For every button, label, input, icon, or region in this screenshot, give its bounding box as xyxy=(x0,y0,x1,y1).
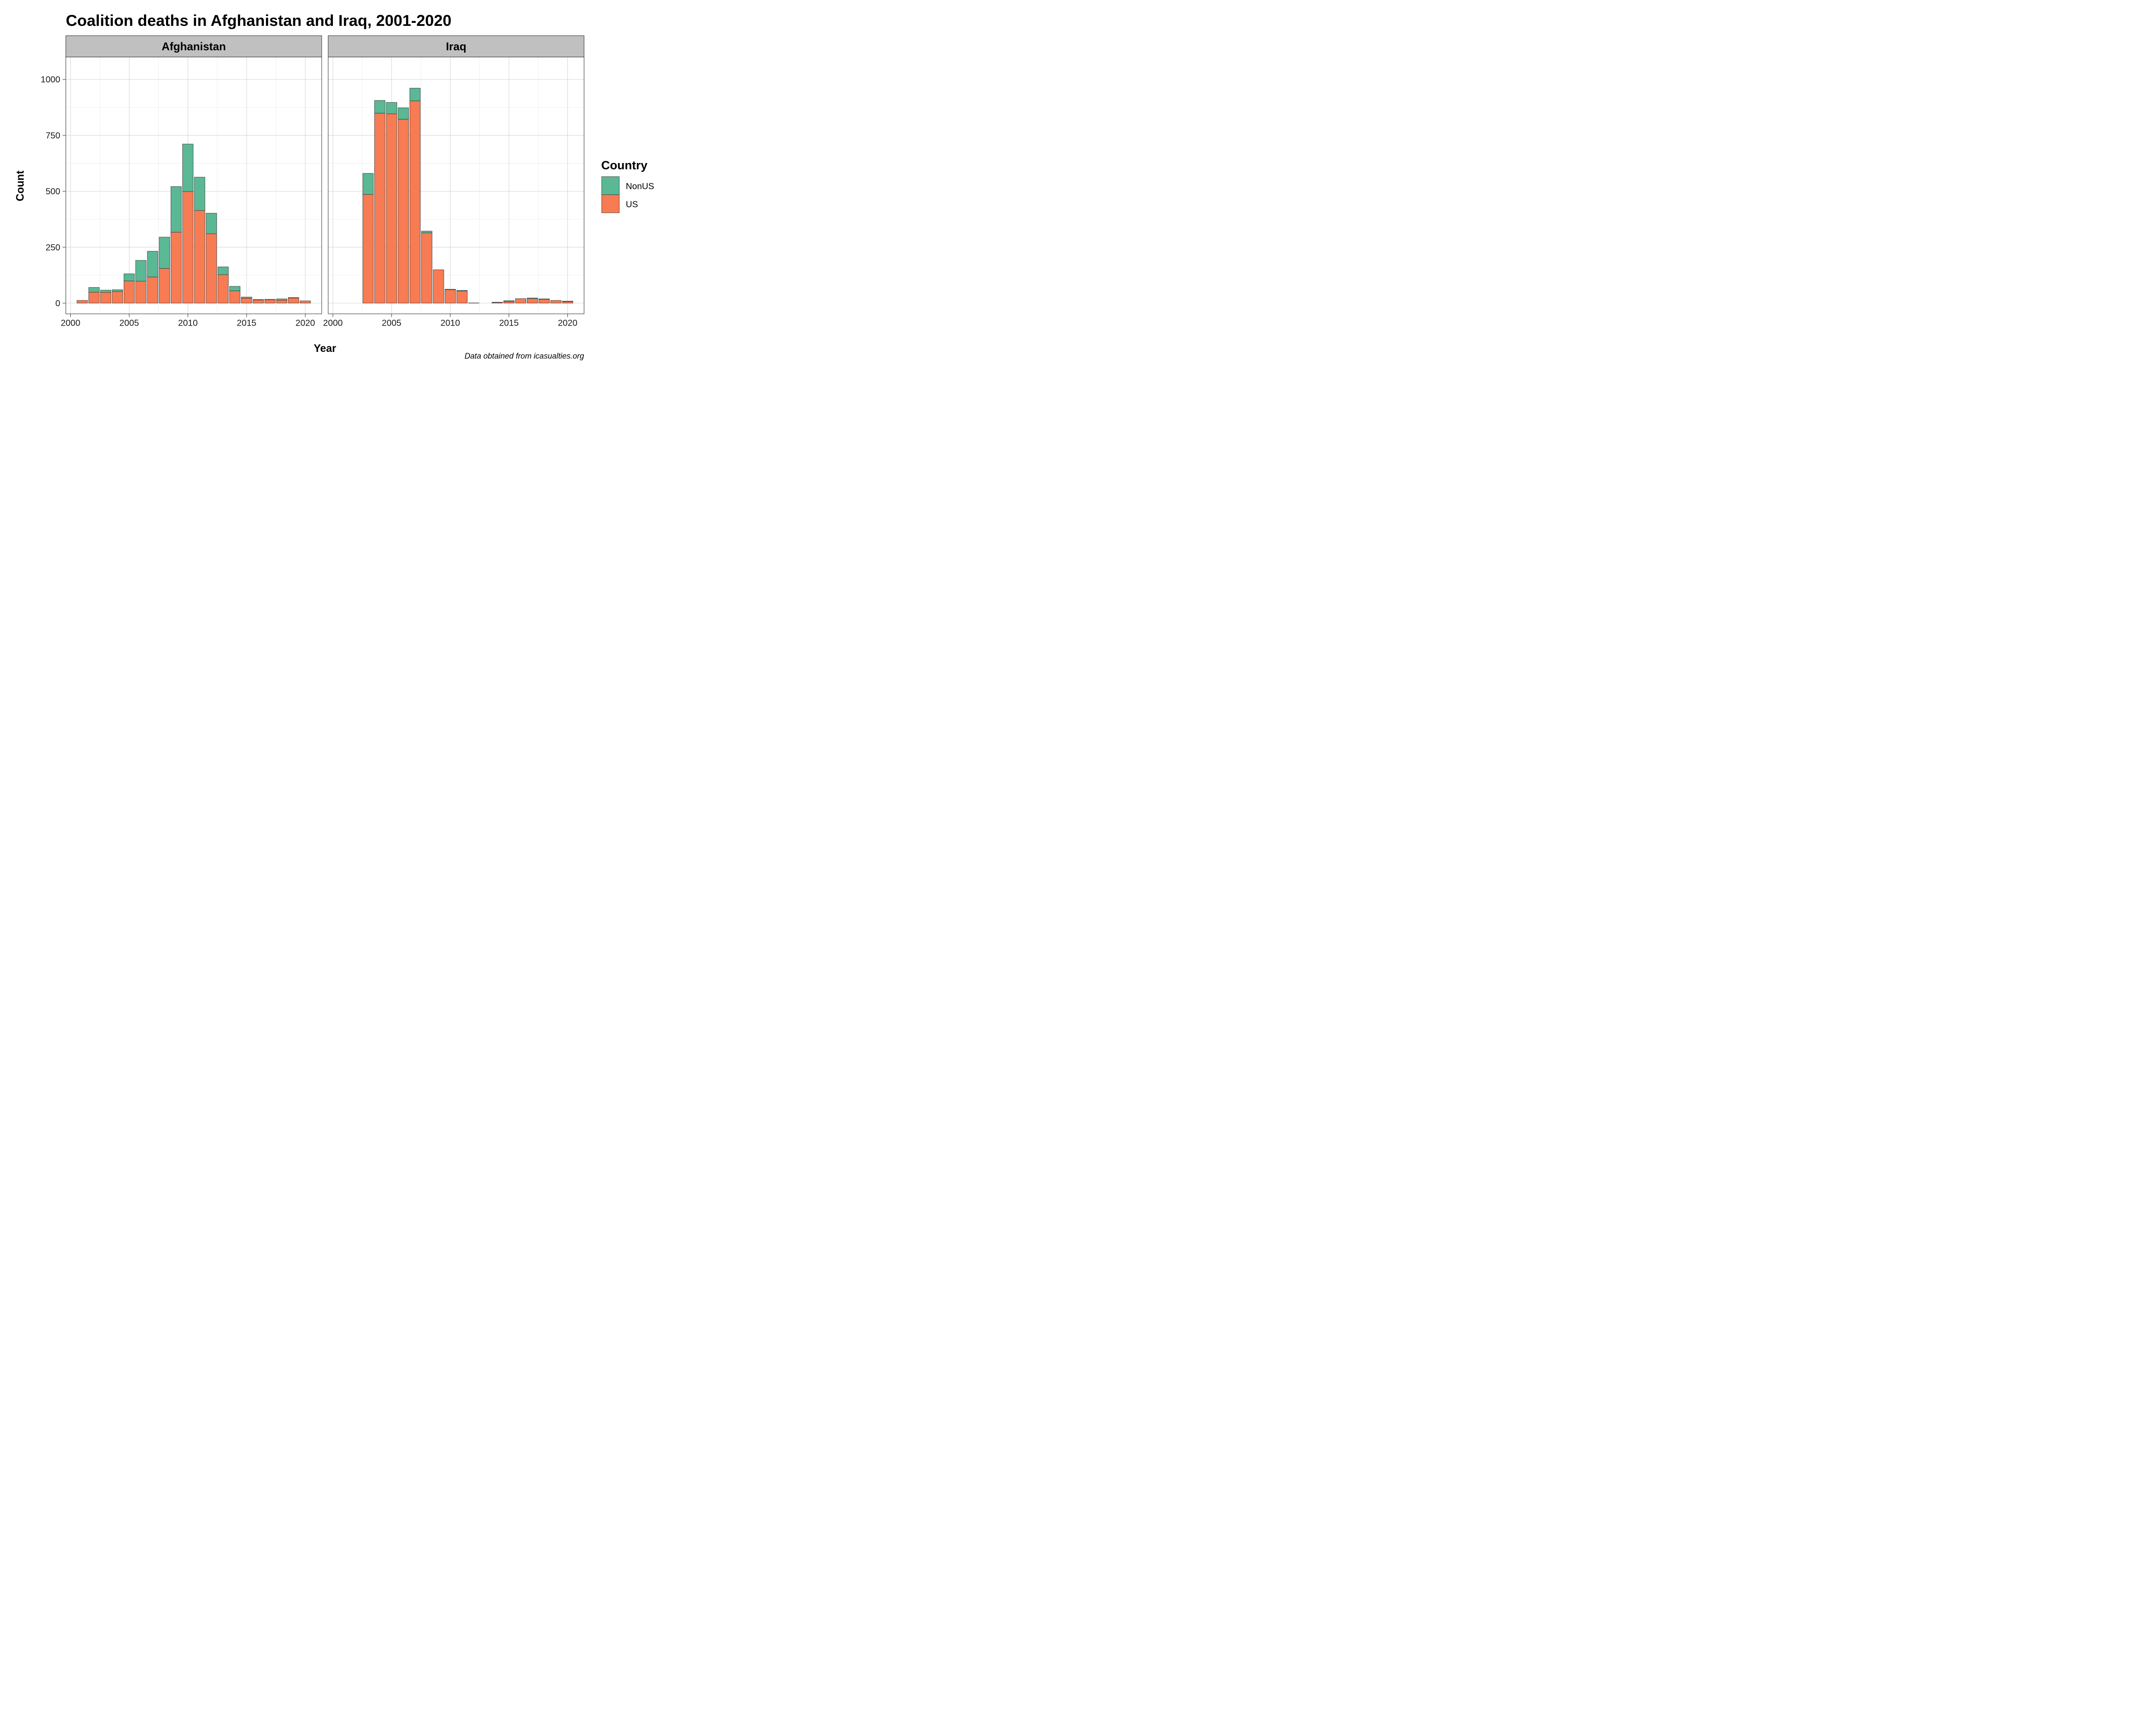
bar-afghanistan-us-2011 xyxy=(194,210,205,304)
bar-afghanistan-us-2020 xyxy=(300,301,311,304)
panel-background xyxy=(66,57,322,314)
y-tick-label: 1000 xyxy=(41,75,60,85)
bar-iraq-us-2019 xyxy=(550,300,561,304)
legend: Country NonUS US xyxy=(601,158,654,213)
y-tick-label: 500 xyxy=(46,187,60,197)
x-tick-label: 2015 xyxy=(237,319,256,328)
y-axis-label: Count xyxy=(15,170,26,201)
bar-iraq-nonus-2014 xyxy=(492,302,503,303)
y-tick-label: 0 xyxy=(55,299,60,308)
bar-afghanistan-us-2004 xyxy=(112,291,123,304)
bar-iraq-us-2008 xyxy=(421,232,432,304)
y-tick-label: 250 xyxy=(46,243,60,252)
bar-afghanistan-nonus-2012 xyxy=(206,213,217,234)
bar-afghanistan-us-2008 xyxy=(159,268,170,304)
facet-strip-afghanistan xyxy=(66,35,322,57)
bar-iraq-nonus-2011 xyxy=(456,290,468,292)
panel-iraq: Iraq 2000 2005 2010 2015 2020 xyxy=(323,35,585,328)
x-tick-label: 2005 xyxy=(382,319,401,328)
facet-label-afghanistan: Afghanistan xyxy=(162,41,226,53)
chart-title: Coalition deaths in Afghanistan and Iraq… xyxy=(66,12,451,29)
bar-afghanistan-nonus-2003 xyxy=(100,290,111,293)
bar-iraq-us-2016 xyxy=(515,298,526,304)
bar-iraq-us-2010 xyxy=(445,289,456,304)
bar-afghanistan-us-2002 xyxy=(88,292,100,304)
bar-afghanistan-nonus-2006 xyxy=(135,260,147,282)
y-tick-label: 750 xyxy=(46,131,60,141)
bar-afghanistan-nonus-2009 xyxy=(170,186,182,232)
bar-afghanistan-nonus-2002 xyxy=(88,287,100,292)
bar-iraq-us-2017 xyxy=(527,298,538,304)
legend-swatch-us xyxy=(601,194,620,213)
bar-afghanistan-us-2019 xyxy=(288,298,299,304)
legend-label-nonus: NonUS xyxy=(626,182,654,191)
bar-afghanistan-us-2012 xyxy=(206,233,217,304)
x-tick-label: 2010 xyxy=(440,319,460,328)
bar-afghanistan-nonus-2013 xyxy=(217,267,229,275)
chart: Coalition deaths in Afghanistan and Iraq… xyxy=(15,12,654,361)
x-tick-label: 2015 xyxy=(499,319,519,328)
bar-iraq-us-2018 xyxy=(539,299,550,304)
panel-border xyxy=(328,56,585,314)
legend-swatch-nonus xyxy=(601,176,620,195)
bar-iraq-nonus-2005 xyxy=(386,102,397,114)
legend-label-us: US xyxy=(626,200,638,210)
x-tick-label: 2000 xyxy=(61,319,80,328)
bar-iraq-us-2004 xyxy=(374,113,385,304)
facet-label-iraq: Iraq xyxy=(446,41,466,53)
bar-afghanistan-us-2010 xyxy=(182,191,194,304)
bar-iraq-us-2011 xyxy=(456,291,468,304)
data-caption: Data obtained from icasualties.org xyxy=(464,351,584,361)
bar-iraq-us-2006 xyxy=(398,119,409,304)
panel-border xyxy=(66,56,322,314)
bar-iraq-us-2007 xyxy=(409,100,421,304)
bar-afghanistan-us-2013 xyxy=(217,274,229,304)
bar-afghanistan-nonus-2010 xyxy=(182,144,194,192)
bar-iraq-nonus-2004 xyxy=(374,100,385,113)
legend-title: Country xyxy=(601,158,648,172)
bar-afghanistan-us-2007 xyxy=(147,276,158,304)
bar-afghanistan-us-2014 xyxy=(229,290,241,304)
bar-iraq-nonus-2008 xyxy=(421,231,432,233)
bar-afghanistan-us-2006 xyxy=(135,281,147,304)
bar-afghanistan-nonus-2005 xyxy=(123,273,135,281)
bar-afghanistan-nonus-2018 xyxy=(276,298,288,301)
bar-afghanistan-us-2018 xyxy=(276,300,288,304)
bar-iraq-nonus-2003 xyxy=(362,173,374,195)
bar-afghanistan-us-2005 xyxy=(123,281,135,304)
panels-layer: Afghanistan 2000 2005 2010 2015 2020 0 250 500 75… xyxy=(41,35,585,328)
bar-iraq-us-2009 xyxy=(433,270,444,304)
bar-afghanistan-nonus-2017 xyxy=(264,299,276,300)
x-tick-label: 2020 xyxy=(558,319,577,328)
bar-afghanistan-nonus-2007 xyxy=(147,251,158,277)
bar-afghanistan-nonus-2008 xyxy=(159,237,170,269)
bar-iraq-us-2003 xyxy=(362,194,374,304)
x-tick-label: 2005 xyxy=(119,319,139,328)
bar-afghanistan-nonus-2015 xyxy=(241,297,252,298)
bar-afghanistan-us-2009 xyxy=(170,232,182,304)
x-tick-label: 2000 xyxy=(323,319,342,328)
chart-stage: Coalition deaths in Afghanistan and Iraq… xyxy=(0,0,667,371)
bar-afghanistan-us-2017 xyxy=(264,299,276,304)
bar-iraq-nonus-2007 xyxy=(409,88,421,101)
x-tick-label: 2010 xyxy=(178,319,197,328)
bar-iraq-nonus-2010 xyxy=(445,289,456,290)
bar-afghanistan-us-2003 xyxy=(100,292,111,304)
x-axis-label: Year xyxy=(313,343,336,354)
bar-iraq-nonus-2017 xyxy=(527,298,538,299)
bar-iraq-us-2015 xyxy=(503,301,514,304)
bar-afghanistan-us-2015 xyxy=(241,298,252,304)
bar-afghanistan-us-2001 xyxy=(77,300,88,304)
bar-iraq-nonus-2006 xyxy=(398,107,409,119)
bar-afghanistan-nonus-2014 xyxy=(229,286,241,291)
bar-afghanistan-nonus-2011 xyxy=(194,177,205,211)
bar-afghanistan-us-2016 xyxy=(253,300,264,304)
bar-iraq-us-2005 xyxy=(386,113,397,304)
x-tick-label: 2020 xyxy=(295,319,315,328)
bar-iraq-us-2020 xyxy=(562,301,573,304)
bar-afghanistan-nonus-2004 xyxy=(112,289,123,292)
panel-afghanistan: Afghanistan 2000 2005 2010 2015 2020 0 250 500 75… xyxy=(41,35,322,328)
